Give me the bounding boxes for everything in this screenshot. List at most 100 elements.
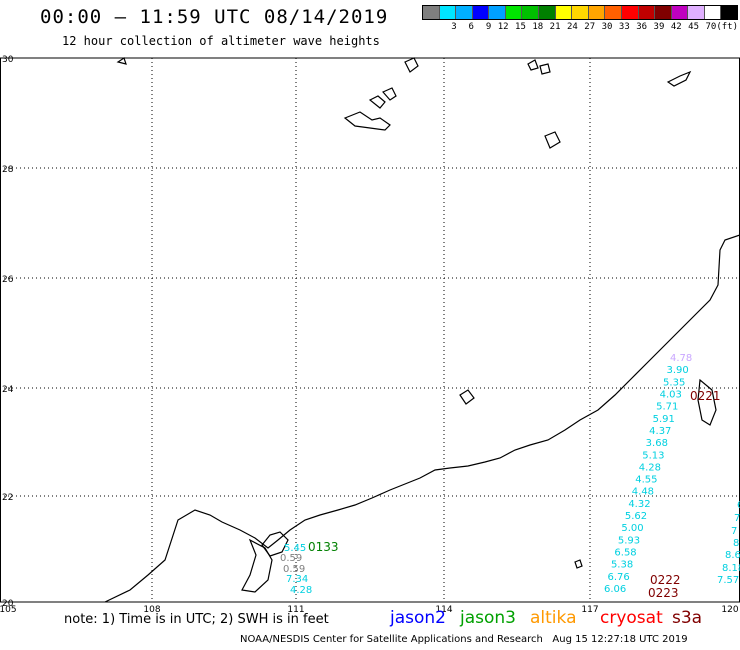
track-value: 4.78 [670,353,692,364]
track-value: 7.34 [286,574,308,585]
track-value: 8.6 [725,550,740,561]
map-title: 00:00 – 11:59 UTC 08/14/2019 [40,6,389,28]
track-value: 5.62 [625,511,647,522]
scale-label: 21 [549,22,561,32]
track-value: 5.35 [663,377,685,388]
pass-time-label: 0221 [690,389,721,403]
y-tick-label: 26 [2,275,14,285]
track-value: 3.90 [667,365,689,376]
track-value: 4.28 [290,585,312,596]
track-value: 4.28 [639,462,661,473]
wave-height-color-scale: 3 6 9 12 15 18 21 24 27 30 33 36 39 42 45 70 (ft) [422,5,738,32]
scale-label: 12 [497,22,509,32]
track-value: 4.03 [660,389,682,400]
coastline [104,57,740,603]
scale-label: 42 [670,22,682,32]
footer-note: note: 1) Time is in UTC; 2) SWH is in fe… [64,612,329,627]
scale-color-box [688,6,705,19]
x-tick-label: 105 [0,605,17,615]
scale-color-box [456,6,473,19]
mission-cryosat: cryosat [600,608,663,628]
mission-s3a: s3a [672,608,703,628]
scale-label: 30 [601,22,613,32]
scale-label: 27 [584,22,596,32]
track-value: 5.71 [656,402,678,413]
track-value: 0.59 [280,553,302,564]
scale-labels: 3 6 9 12 15 18 21 24 27 30 33 36 39 42 45 70 (ft) [422,22,738,32]
track-value: 7.57 [717,575,739,586]
x-tick-label: 111 [287,605,304,615]
track-value: 5.91 [653,414,675,425]
y-tick-label: 30 [2,55,14,65]
track-value: 0.59 [283,564,305,575]
scale-color-box [588,6,606,19]
mission-jason3: jason3 [460,608,516,628]
scale-color-box [472,6,490,19]
scale-color-box [655,6,672,19]
scale-color-box [621,6,639,19]
scale-color-boxes [422,5,738,20]
y-tick-label: 28 [2,165,14,175]
mission-altika: altika [530,608,577,628]
scale-label: 18 [532,22,544,32]
scale-color-box [572,6,589,19]
track-value: 6.06 [604,584,626,595]
scale-label: 36 [636,22,648,32]
scale-label: (ft) [716,22,738,32]
scale-color-box [555,6,573,19]
track-value: 5.38 [611,560,633,571]
scale-label: 15 [515,22,526,32]
scale-color-box [522,6,540,19]
y-tick-label: 24 [2,385,14,395]
scale-color-box [505,6,523,19]
scale-label: 9 [485,22,492,32]
track-value: 4.32 [628,499,650,510]
scale-color-box [638,6,656,19]
x-tick-label: 114 [435,605,452,615]
scale-label: 45 [688,22,699,32]
track-value: 5.13 [642,450,664,461]
scale-color-box [704,6,722,19]
x-tick-label: 108 [143,605,160,615]
track-value: 6 [737,500,740,511]
track-value: 4.37 [649,426,671,437]
scale-color-box [423,6,440,19]
track-value: 8.18 [722,563,740,574]
pass-time-label: 0222 [650,573,681,587]
x-tick-label: 117 [581,605,598,615]
track-value: 7 [734,513,740,524]
track-value: 3.68 [646,438,668,449]
scale-label: 6 [468,22,474,32]
scale-label: 70 [705,22,717,32]
mission-jason2: jason2 [390,608,446,628]
track-value: 7 [731,526,737,537]
scale-color-box [721,6,737,19]
x-tick-label: 120 [721,605,738,615]
credit-timestamp: Aug 15 12:27:18 UTC 2019 [552,634,688,645]
scale-label: 3 [451,22,457,32]
credit-footer: NOAA/NESDIS Center for Satellite Applica… [240,634,688,645]
pass-time-label: 0133 [308,540,339,554]
track-value: 5.45 [284,543,306,554]
scale-color-box [671,6,689,19]
scale-color-box [605,6,622,19]
track-value: 5.00 [621,523,643,534]
track-value: 6.76 [607,572,629,583]
scale-color-box [439,6,457,19]
scale-color-box [489,6,506,19]
scale-label: 39 [653,22,665,32]
map-subtitle: 12 hour collection of altimeter wave hei… [62,34,380,48]
track-value: 8.2 [733,538,740,549]
scale-label: 33 [618,22,630,32]
scale-label: 24 [566,22,578,32]
credit-text: NOAA/NESDIS Center for Satellite Applica… [240,634,543,645]
track-value: 5.93 [618,535,640,546]
track-value: 4.48 [632,487,654,498]
y-tick-label: 20 [2,599,14,609]
y-tick-label: 22 [2,493,13,503]
track-value: 6.58 [614,548,636,559]
track-value: 4.55 [635,475,657,486]
scale-color-box [539,6,556,19]
pass-time-label: 0223 [648,586,679,600]
